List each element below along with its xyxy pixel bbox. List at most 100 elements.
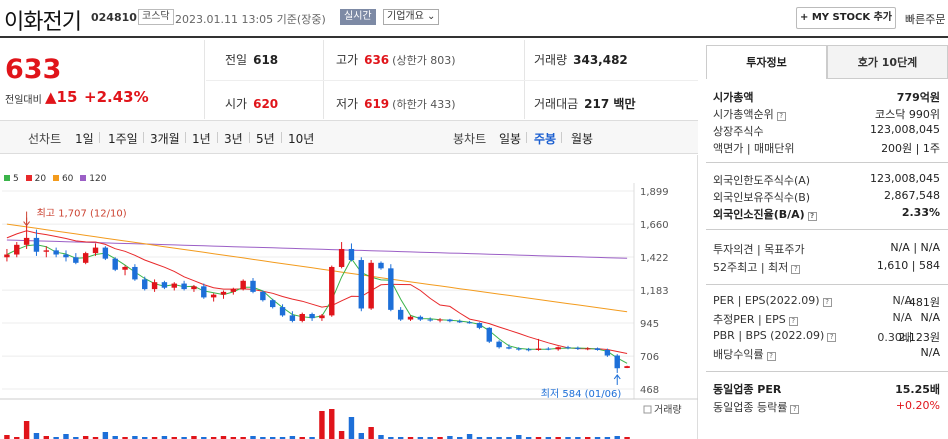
- info-row-label: 외국인보유주식수(B): [713, 191, 811, 204]
- info-row-value: 0.30배: [877, 331, 912, 344]
- info-row-value: 2,123원: [898, 331, 940, 344]
- volume-bar: [378, 435, 384, 439]
- candle: [506, 347, 512, 349]
- period-3m[interactable]: 3개월: [150, 132, 180, 146]
- period-1w[interactable]: 1주일: [108, 132, 138, 146]
- volume-bar: [329, 409, 335, 439]
- candle: [535, 348, 542, 350]
- volume-bar: [102, 432, 109, 439]
- low-value: 619: [364, 97, 390, 111]
- volume: 거래량 343,482: [534, 51, 628, 68]
- period-1y[interactable]: 1년: [192, 132, 211, 146]
- info-row: 상장주식수 123,008,045: [706, 123, 948, 140]
- help-icon[interactable]: ?: [807, 212, 817, 221]
- tab-order-book[interactable]: 호가 10단계: [827, 45, 948, 79]
- volume-bar: [358, 433, 365, 439]
- current-price: 633: [5, 54, 62, 85]
- candle: [309, 314, 315, 319]
- legend-swatch: [25, 175, 32, 181]
- candle: [378, 262, 384, 269]
- help-icon[interactable]: ?: [827, 333, 837, 342]
- legend-swatch: [80, 175, 87, 181]
- info-row-value: N/A: [892, 311, 912, 324]
- info-row-label: 외국인한도주식수(A): [713, 174, 811, 187]
- candle: [594, 348, 601, 350]
- amount-value: 217 백만: [584, 97, 636, 111]
- tab-investment-info[interactable]: 투자정보: [706, 45, 827, 79]
- volume-bar: [279, 437, 286, 439]
- period-5y[interactable]: 5년: [256, 132, 275, 146]
- info-row: 배당수익률? N/A: [706, 346, 948, 363]
- info-row-value: 코스닥 990위: [875, 108, 940, 121]
- period-3y[interactable]: 3년: [224, 132, 243, 146]
- low-label: 저가: [336, 97, 359, 111]
- help-icon[interactable]: ?: [766, 352, 776, 361]
- candle: [338, 248, 345, 267]
- low-price: 저가 619 (하한가 433): [336, 95, 456, 112]
- info-row-value: 2.33%: [901, 206, 940, 219]
- candle: [82, 253, 89, 263]
- help-icon[interactable]: ?: [790, 405, 800, 414]
- info-row-label: 시가총액: [713, 91, 754, 104]
- volume-bar: [407, 437, 414, 439]
- y-tick-label: 945: [640, 319, 659, 330]
- stock-name: 이화전기: [4, 10, 82, 35]
- divider: [99, 132, 100, 143]
- candle: [92, 247, 99, 254]
- line-chart-label: 선차트: [28, 132, 62, 146]
- company-overview-dropdown[interactable]: 기업개요 ⌄: [383, 9, 440, 25]
- volume-bar: [575, 437, 581, 439]
- candle: [122, 266, 128, 270]
- info-row: 시가총액 779억원: [706, 89, 948, 106]
- price-change: ▲15: [45, 88, 78, 106]
- volume-legend-box: [643, 405, 652, 414]
- info-tabs: 투자정보 호가 10단계: [706, 45, 948, 79]
- candle: [53, 250, 59, 255]
- period-10y[interactable]: 10년: [288, 132, 315, 146]
- candle: [220, 291, 227, 295]
- volume-bar: [604, 437, 611, 439]
- add-my-stock-button[interactable]: + MY STOCK 추가: [796, 7, 896, 29]
- legend-swatch: [52, 175, 59, 181]
- candle-monthly[interactable]: 월봉: [571, 132, 594, 146]
- max-price-annotation: 최고 1,707 (12/10): [37, 208, 127, 220]
- volume-bar: [4, 435, 10, 439]
- price-chart[interactable]: 5 20 60 120 1,899 1,660 1,422 1,183 945 706 46…: [0, 155, 698, 439]
- volume-bar: [289, 436, 296, 439]
- legend-ma60: 60: [61, 174, 74, 184]
- help-icon[interactable]: ?: [822, 298, 832, 307]
- help-icon[interactable]: ?: [788, 317, 798, 326]
- divider: [323, 40, 324, 119]
- info-row: 동일업종 PER 15.25배: [706, 381, 948, 398]
- divider: [706, 229, 948, 230]
- divider: [706, 284, 948, 285]
- realtime-button[interactable]: 실시간: [340, 9, 376, 25]
- info-row-value: 1,610 | 584: [876, 259, 940, 272]
- candle: [299, 314, 305, 321]
- help-icon[interactable]: ?: [791, 265, 801, 274]
- info-row: 외국인소진율(B/A)? 2.33%: [706, 206, 948, 223]
- candle: [63, 254, 69, 258]
- candle-daily[interactable]: 일봉: [499, 132, 522, 146]
- legend-swatch: [4, 175, 10, 181]
- volume-bar: [397, 437, 404, 439]
- volume-bar: [437, 437, 443, 439]
- volume-bar: [594, 437, 601, 439]
- quick-order-link[interactable]: 빠른주문: [905, 13, 946, 26]
- quote-datetime: 2023.01.11 13:05 기준(장중): [175, 13, 326, 26]
- info-row: PBR | BPS (2022.09)? 0.30배 2,123원: [706, 329, 948, 346]
- volume-bar: [142, 437, 148, 439]
- info-row: 외국인한도주식수(A) 123,008,045: [706, 172, 948, 189]
- period-1d[interactable]: 1일: [75, 132, 94, 146]
- candle: [230, 289, 237, 292]
- candle: [191, 286, 197, 290]
- info-row-label: 동일업종 PER: [713, 383, 782, 396]
- info-row-value: 779억원: [896, 91, 940, 104]
- y-tick-label: 1,183: [640, 286, 669, 297]
- help-icon[interactable]: ?: [776, 112, 786, 121]
- candle-weekly[interactable]: 주봉: [534, 132, 557, 146]
- candle: [466, 322, 473, 324]
- candle: [102, 247, 109, 259]
- divider: [281, 132, 282, 143]
- volume-bar: [496, 437, 502, 439]
